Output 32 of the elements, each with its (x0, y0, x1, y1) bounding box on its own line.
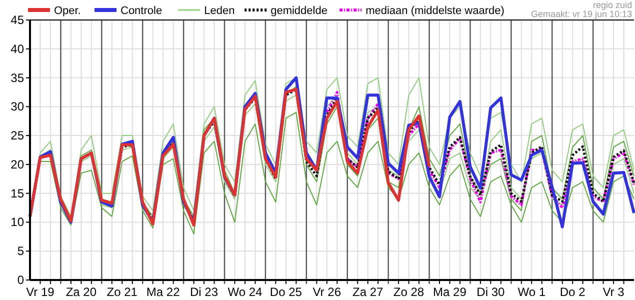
y-tick-label: 40 (10, 42, 24, 56)
x-tick-label: Di 23 (190, 285, 218, 299)
x-tick-label: Vr 26 (312, 285, 342, 299)
y-tick-label: 5 (17, 244, 24, 258)
y-tick-label: 20 (10, 157, 24, 172)
x-tick-label: Ma 29 (433, 285, 467, 299)
legend-label: Leden (204, 5, 235, 17)
y-tick-label: 0 (17, 273, 24, 287)
y-tick-label: 10 (10, 215, 24, 230)
y-tick-label: 25 (10, 128, 24, 143)
x-tick-label: Wo 1 (518, 285, 546, 299)
x-tick-label: Zo 21 (106, 285, 138, 299)
x-tick-label: Wo 24 (228, 285, 263, 299)
legend-label: Oper. (54, 5, 81, 17)
x-tick-label: Di 30 (476, 285, 506, 299)
legend-label: gemiddelde (270, 5, 328, 17)
x-tick-label: Do 2 (560, 285, 586, 299)
x-tick-label: Vr 19 (26, 285, 55, 299)
x-tick-label: Vr 3 (602, 285, 625, 299)
x-tick-label: Zo 28 (393, 285, 424, 299)
legend-label: Controle (120, 5, 162, 17)
y-tick-label: 45 (10, 13, 24, 27)
text: regio zuid (592, 0, 632, 10)
y-tick-label: 30 (10, 100, 24, 114)
x-tick-label: Ma 22 (146, 285, 180, 299)
x-tick-label: Za 20 (66, 285, 97, 299)
x-tick-label: Do 25 (270, 285, 302, 299)
y-tick-label: 15 (10, 186, 24, 200)
text: Gemaakt: vr 19 jun 10:13 (530, 9, 632, 19)
y-tick-label: 35 (10, 70, 24, 85)
x-tick-label: Za 27 (352, 285, 384, 299)
legend-label: mediaan (middelste waarde) (366, 5, 504, 17)
